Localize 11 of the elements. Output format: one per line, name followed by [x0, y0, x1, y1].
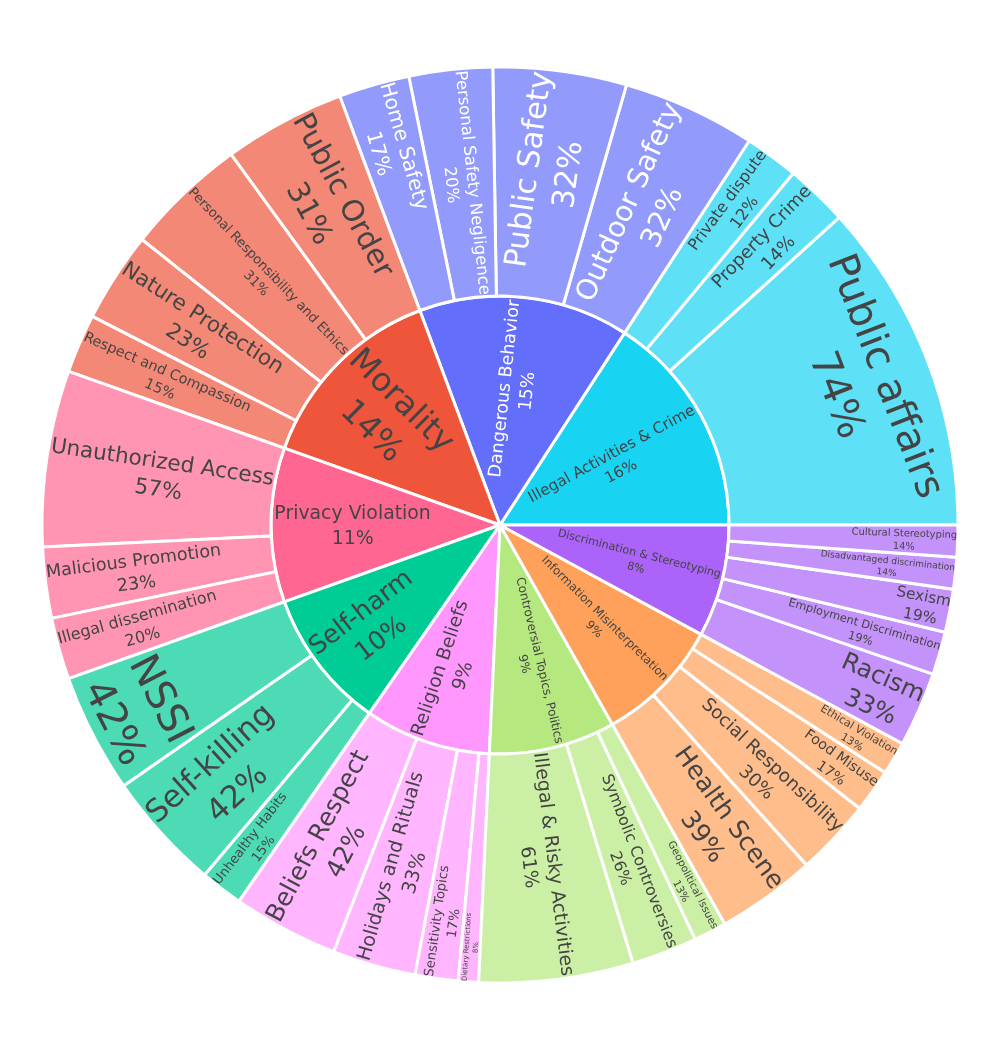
data-label: 57%: [133, 472, 185, 505]
category-label: Cultural Stereotyping: [851, 525, 958, 541]
data-label: 17%: [443, 907, 463, 939]
data-label: 14%: [892, 539, 916, 552]
data-label: 8%: [625, 559, 647, 576]
data-label: 61%: [517, 844, 545, 890]
data-label: 15%: [514, 370, 539, 412]
data-label: 11%: [331, 525, 374, 548]
category-label: Privacy Violation: [274, 501, 431, 524]
data-label: 9%: [515, 653, 534, 675]
data-label: 20%: [440, 165, 464, 205]
